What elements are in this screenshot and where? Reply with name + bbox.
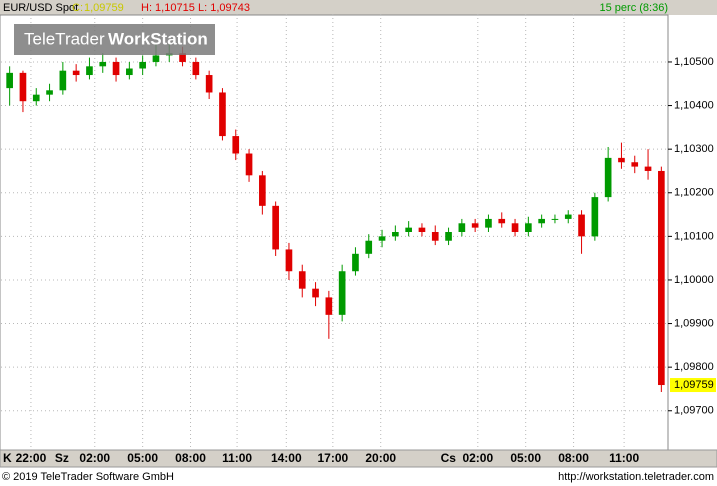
candle-body — [19, 72, 27, 102]
candle-body — [618, 157, 625, 163]
candle-body — [498, 218, 506, 224]
candle-body — [6, 72, 13, 89]
y-tick-label: 1,10500 — [674, 56, 714, 68]
low: L: 1,09743 — [198, 2, 250, 14]
x-tick-label: 02:00 — [462, 451, 493, 465]
url: http://workstation.teletrader.com — [558, 471, 714, 483]
candle-body — [152, 55, 160, 62]
y-tick-label: 1,10400 — [674, 99, 714, 111]
candle-body — [525, 223, 532, 232]
candle-body — [298, 271, 306, 289]
watermark-box — [14, 24, 215, 55]
last-price-tag — [670, 378, 716, 393]
x-tick-label: 08:00 — [175, 451, 206, 465]
x-tick-label: 02:00 — [79, 451, 110, 465]
candle-body — [431, 232, 439, 241]
last-price-label: 1,09759 — [674, 379, 714, 391]
candle-body — [192, 61, 200, 76]
candle-body — [511, 223, 519, 232]
close-prefix: C: — [72, 2, 83, 14]
candle-body — [631, 162, 639, 167]
candle-body — [578, 214, 585, 237]
candle-body — [46, 90, 53, 95]
candle-body — [112, 61, 120, 76]
time-axis-bar — [0, 449, 717, 468]
candle-body — [352, 253, 359, 272]
x-tick-label: 14:00 — [271, 451, 302, 465]
close-value: 1,09759 — [84, 2, 124, 14]
candle-body — [205, 75, 213, 93]
watermark-brand: TeleTrader — [24, 29, 105, 48]
x-tick-label: 05:00 — [510, 451, 541, 465]
y-tick-label: 1,09800 — [674, 361, 714, 373]
candle-body — [644, 166, 652, 171]
candle-body — [458, 223, 466, 232]
high: H: 1,10715 — [141, 2, 195, 14]
symbol: EUR/USD Spot — [3, 2, 78, 14]
y-tick-label: 1,09900 — [674, 317, 714, 329]
candle-body — [405, 227, 412, 232]
interval: 15 perc (8:36) — [600, 2, 668, 14]
candle-body — [86, 66, 93, 76]
candle-body — [99, 61, 107, 67]
candle-body — [179, 53, 186, 62]
copyright: © 2019 TeleTrader Software GmbH — [2, 471, 174, 483]
candle-body — [72, 70, 80, 76]
x-tick-label: 20:00 — [365, 451, 396, 465]
candle-body — [538, 218, 545, 224]
header-bar — [0, 0, 717, 15]
candle-body — [485, 218, 492, 228]
day-label: Cs — [441, 451, 457, 465]
candle-body — [551, 218, 559, 220]
candle-body — [365, 240, 373, 254]
x-tick-label: 08:00 — [558, 451, 589, 465]
y-tick-label: 1,10000 — [674, 274, 714, 286]
candle-body — [126, 68, 133, 76]
candle-body — [285, 249, 293, 272]
y-tick-label: 1,10200 — [674, 187, 714, 199]
y-tick-label: 1,09700 — [674, 405, 714, 417]
candle-body — [418, 227, 426, 232]
candle-body — [392, 232, 399, 237]
candle-body — [139, 61, 146, 69]
y-tick-label: 1,10300 — [674, 143, 714, 155]
watermark-product: WorkStation — [108, 29, 208, 48]
y-tick-label: 1,10100 — [674, 230, 714, 242]
day-label: Sz — [55, 451, 69, 465]
candle-body — [259, 175, 266, 206]
candle-body — [445, 232, 452, 241]
candle-body — [604, 157, 612, 198]
candle-body — [232, 136, 240, 154]
day-label: K — [3, 451, 12, 465]
candle-body — [32, 94, 40, 102]
plot-area — [0, 14, 669, 451]
x-tick-label: 17:00 — [317, 451, 348, 465]
candle-body — [658, 170, 665, 386]
x-tick-label: 05:00 — [127, 451, 158, 465]
x-tick-label: 22:00 — [16, 451, 47, 465]
candle-body — [325, 297, 333, 315]
candle-body — [272, 205, 279, 250]
x-tick-label: 11:00 — [609, 451, 639, 465]
candle-body — [564, 214, 572, 219]
candle-body — [378, 236, 386, 241]
x-tick-label: 11:00 — [222, 451, 252, 465]
candle-body — [59, 70, 67, 91]
candle-body — [471, 223, 479, 228]
candle-body — [245, 153, 253, 176]
candle-body — [591, 197, 599, 237]
candle-body — [219, 92, 226, 137]
candle-body — [312, 288, 319, 298]
candle-body — [338, 271, 346, 315]
